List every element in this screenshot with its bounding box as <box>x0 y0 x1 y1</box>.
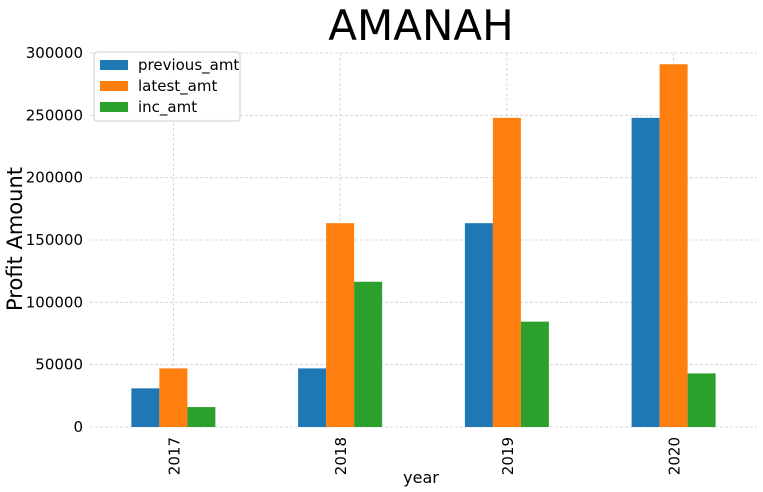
y-tick-labels: 0 50000 100000 150000 200000 250000 300000 <box>26 44 83 436</box>
legend-label-inc_amt: inc_amt <box>138 98 197 117</box>
x-tick-label: 2019 <box>499 437 517 475</box>
x-tick-label: 2020 <box>666 437 684 475</box>
y-tick-label: 100000 <box>26 293 83 311</box>
x-tick-label: 2018 <box>332 437 350 475</box>
y-tick-label: 200000 <box>26 169 83 187</box>
bar-inc_amt-2020 <box>687 373 716 427</box>
x-tick-label: 2017 <box>165 437 183 475</box>
legend-box <box>93 51 241 122</box>
y-tick-label: 0 <box>73 418 83 436</box>
bar-previous_amt-2020 <box>631 117 660 428</box>
bar-inc_amt-2019 <box>520 321 549 427</box>
bar-previous_amt-2019 <box>464 223 493 427</box>
y-tick-label: 250000 <box>26 106 83 124</box>
legend: previous_amt latest_amt inc_amt <box>93 51 241 122</box>
bar-latest_amt-2020 <box>659 64 688 427</box>
legend-label-latest_amt: latest_amt <box>138 77 217 96</box>
bar-latest_amt-2017 <box>159 368 188 427</box>
y-tick-label: 50000 <box>35 356 83 374</box>
bar-inc_amt-2017 <box>187 407 216 427</box>
bar-latest_amt-2018 <box>326 223 355 427</box>
bar-previous_amt-2018 <box>298 368 327 427</box>
y-axis-label: Profit Amount <box>3 167 27 311</box>
x-axis-label: year <box>403 468 439 487</box>
legend-swatch-previous_amt <box>100 60 128 70</box>
legend-label-previous_amt: previous_amt <box>138 56 239 75</box>
legend-swatch-inc_amt <box>100 102 128 112</box>
chart-title: AMANAH <box>328 1 513 50</box>
legend-swatch-latest_amt <box>100 81 128 91</box>
y-tick-label: 300000 <box>26 44 83 62</box>
bars <box>131 64 716 428</box>
bar-previous_amt-2017 <box>131 388 160 427</box>
x-tick-labels: 2017 2018 2019 2020 <box>165 437 683 475</box>
bar-latest_amt-2019 <box>492 117 521 428</box>
bar-inc_amt-2018 <box>354 281 383 427</box>
y-tick-label: 150000 <box>26 231 83 249</box>
